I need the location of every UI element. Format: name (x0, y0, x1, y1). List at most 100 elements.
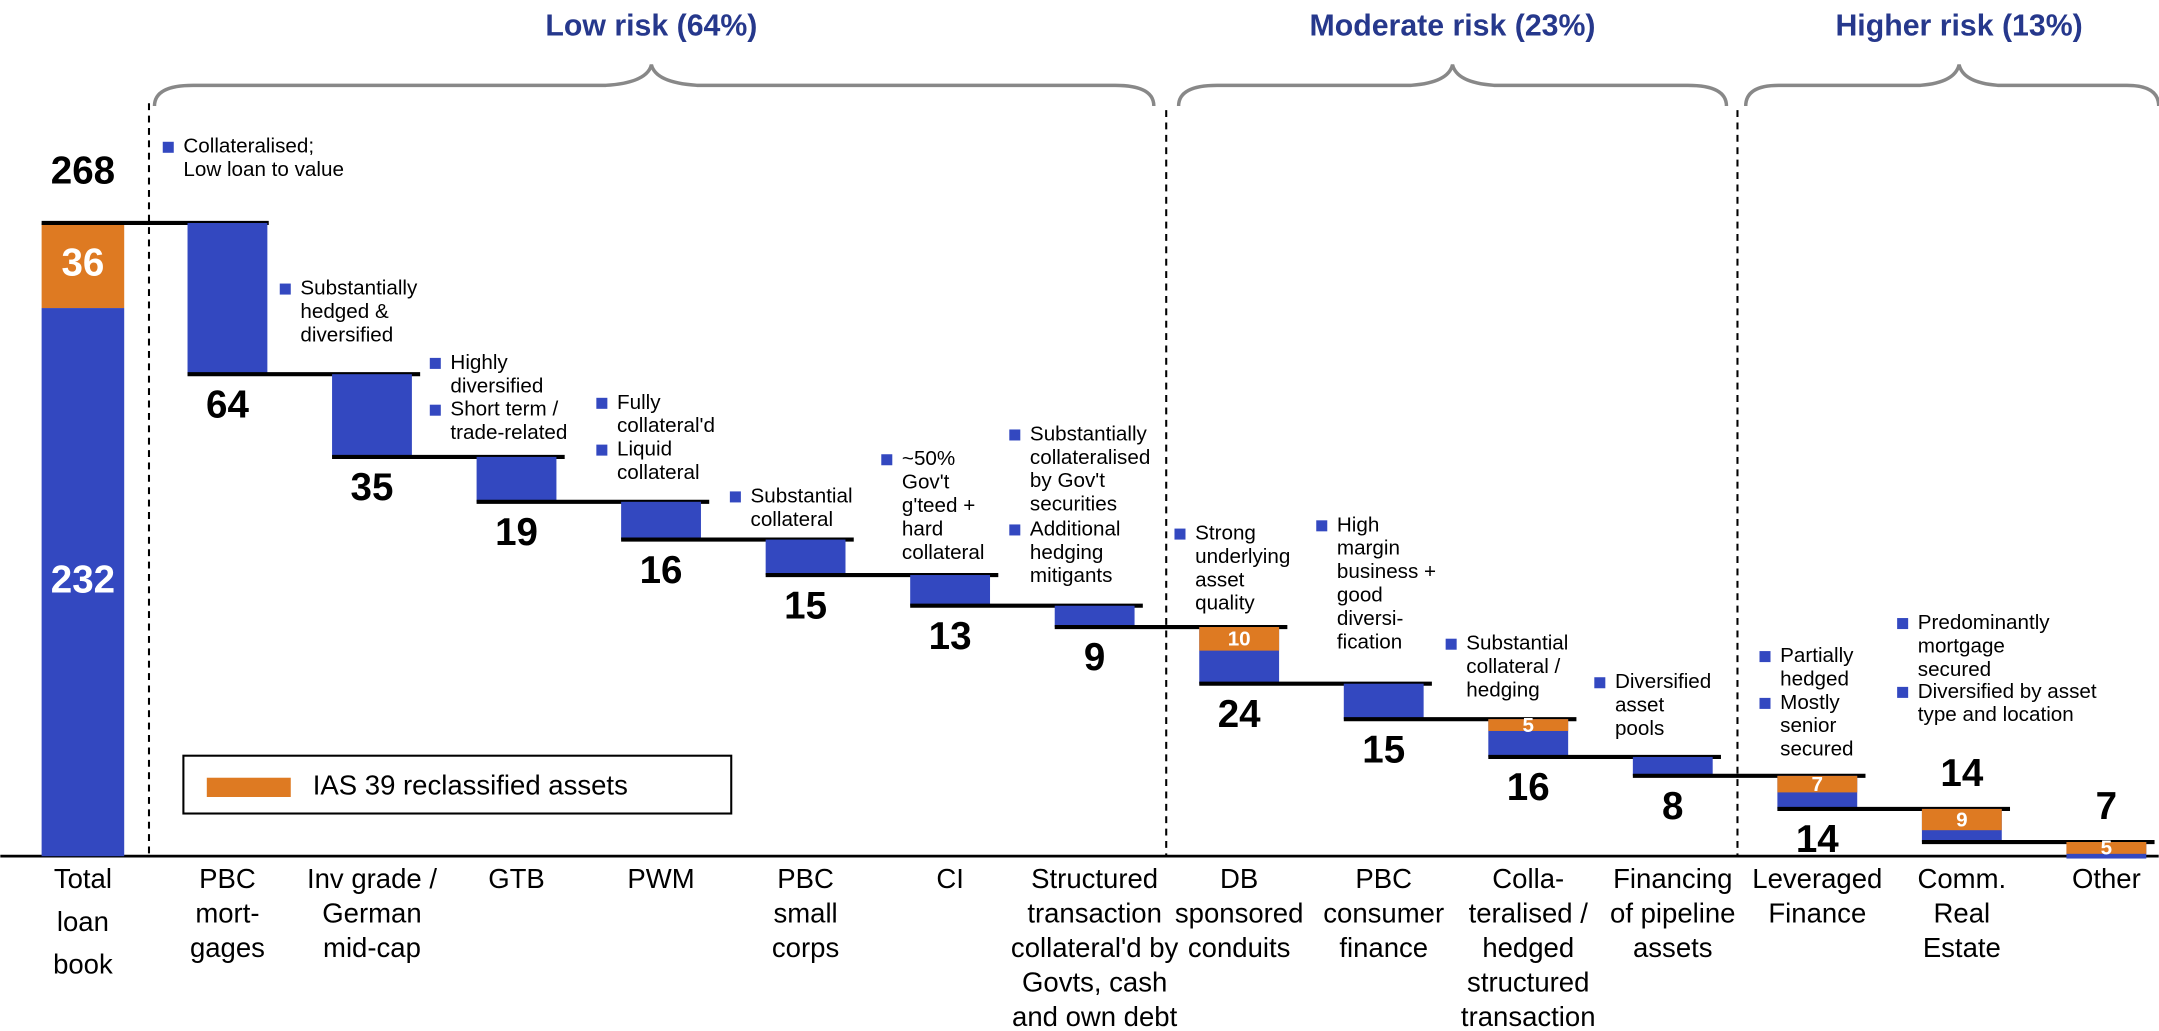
annotation: hedging (1466, 678, 1539, 701)
bullet (596, 397, 608, 409)
annotation: Gov't (902, 471, 950, 494)
bar (1632, 756, 1713, 776)
x-tick-label: PBC (777, 863, 834, 894)
bar (332, 374, 412, 457)
annotation: trade-related (450, 421, 567, 444)
value-label: 7 (2096, 785, 2117, 828)
x-tick-label: DB (1220, 863, 1258, 894)
x-tick-label: teralised / (1469, 898, 1589, 929)
annotation: diversi- (1337, 607, 1403, 630)
value-label: 14 (1796, 818, 1839, 861)
annotation: fication (1337, 630, 1402, 653)
x-tick-label: Structured (1031, 863, 1158, 894)
x-tick-label: corps (772, 932, 839, 963)
annotation: collateral (751, 508, 834, 531)
x-tick-label: CI (936, 863, 964, 894)
x-tick-label: PBC (1355, 863, 1412, 894)
x-tick-label: structured (1467, 966, 1589, 997)
annotation: Liquid (617, 438, 672, 461)
annotation: diversified (450, 374, 543, 397)
bar (1343, 683, 1424, 720)
value-label: 8 (1662, 785, 1683, 828)
x-tick-label: mid-cap (323, 932, 421, 963)
value-label: 232 (51, 558, 115, 601)
value-label: 16 (1507, 766, 1550, 809)
value-label: 9 (1084, 636, 1105, 679)
annotation: Substantial (751, 484, 853, 507)
annotation: mitigants (1030, 564, 1113, 587)
annotation: collateral (617, 461, 700, 484)
x-tick-label: and own debt (1012, 1001, 1178, 1031)
x-tick-label: Finance (1768, 898, 1866, 929)
bar (910, 575, 991, 606)
x-tick-label: conduits (1188, 932, 1291, 963)
value-label: 35 (351, 466, 394, 509)
annotation: good (1337, 583, 1383, 606)
annotation: type and location (1918, 703, 2074, 726)
x-tick-label: Financing (1613, 863, 1732, 894)
x-tick-label: mort- (195, 898, 259, 929)
annotation: secured (1918, 658, 1991, 681)
annotation: Substantial (1466, 632, 1568, 655)
annotation: Fully (617, 391, 661, 414)
value-label: 13 (929, 615, 972, 658)
value-label: 64 (206, 383, 249, 426)
value-label: 16 (640, 549, 683, 592)
x-tick-label: Estate (1923, 932, 2001, 963)
annotation: mortgage (1918, 634, 2005, 657)
bullet (1897, 686, 1909, 698)
bar (187, 222, 268, 375)
bar-segment (1777, 775, 1858, 793)
x-tick-label: PWM (627, 863, 694, 894)
segment-label: 7 (1812, 773, 1823, 796)
annotation: Substantially (300, 277, 418, 300)
annotation: collateral'd (617, 414, 715, 437)
annotation: underlying (1195, 545, 1290, 568)
annotation: margin (1337, 537, 1400, 560)
bar-segment (2066, 842, 2147, 854)
annotation: Partially (1780, 644, 1854, 667)
x-tick-label: Total (54, 863, 112, 894)
x-tick-label: Colla- (1492, 863, 1564, 894)
annotation: Additional (1030, 517, 1121, 540)
bar (41, 308, 125, 857)
annotation: Mostly (1780, 691, 1840, 714)
segment-label: 5 (2101, 837, 2112, 860)
annotation: securities (1030, 493, 1117, 516)
x-tick-label: collateral'd by (1011, 932, 1179, 963)
annotation: senior (1780, 714, 1836, 737)
x-tick-label: Govts, cash (1022, 966, 1167, 997)
x-tick-label: Leveraged (1752, 863, 1882, 894)
bar-segment (1199, 627, 1280, 651)
bar (765, 539, 846, 576)
x-tick-label: Other (2072, 863, 2141, 894)
x-tick-label: Inv grade / (307, 863, 437, 894)
x-tick-label: small (773, 898, 837, 929)
bullet (1897, 618, 1909, 630)
bullet (1316, 520, 1328, 532)
bullet (279, 283, 291, 295)
x-tick-label: German (322, 898, 421, 929)
segment-label: 9 (1956, 808, 1967, 831)
x-tick-label: transaction (1461, 1001, 1596, 1031)
annotation: hedged & (300, 300, 389, 323)
annotation: asset (1615, 694, 1665, 717)
bullet (881, 454, 893, 466)
annotation: Low loan to value (183, 158, 344, 181)
x-tick-label: consumer (1323, 898, 1444, 929)
value-label: 15 (1362, 728, 1405, 771)
x-tick-label: transaction (1027, 898, 1162, 929)
group-title: Low risk (64%) (545, 10, 757, 43)
bar (1054, 605, 1135, 628)
x-tick-label: assets (1633, 932, 1713, 963)
brace (1176, 64, 1729, 107)
value-label: 24 (1218, 693, 1261, 736)
annotation: secured (1780, 738, 1853, 761)
bar-segment (1488, 719, 1569, 731)
x-tick-label: sponsored (1175, 898, 1304, 929)
annotation: collateral / (1466, 655, 1560, 678)
x-tick-label: finance (1339, 932, 1428, 963)
annotation: Diversified (1615, 670, 1711, 693)
annotation: High (1337, 513, 1379, 536)
bullet (429, 357, 441, 369)
